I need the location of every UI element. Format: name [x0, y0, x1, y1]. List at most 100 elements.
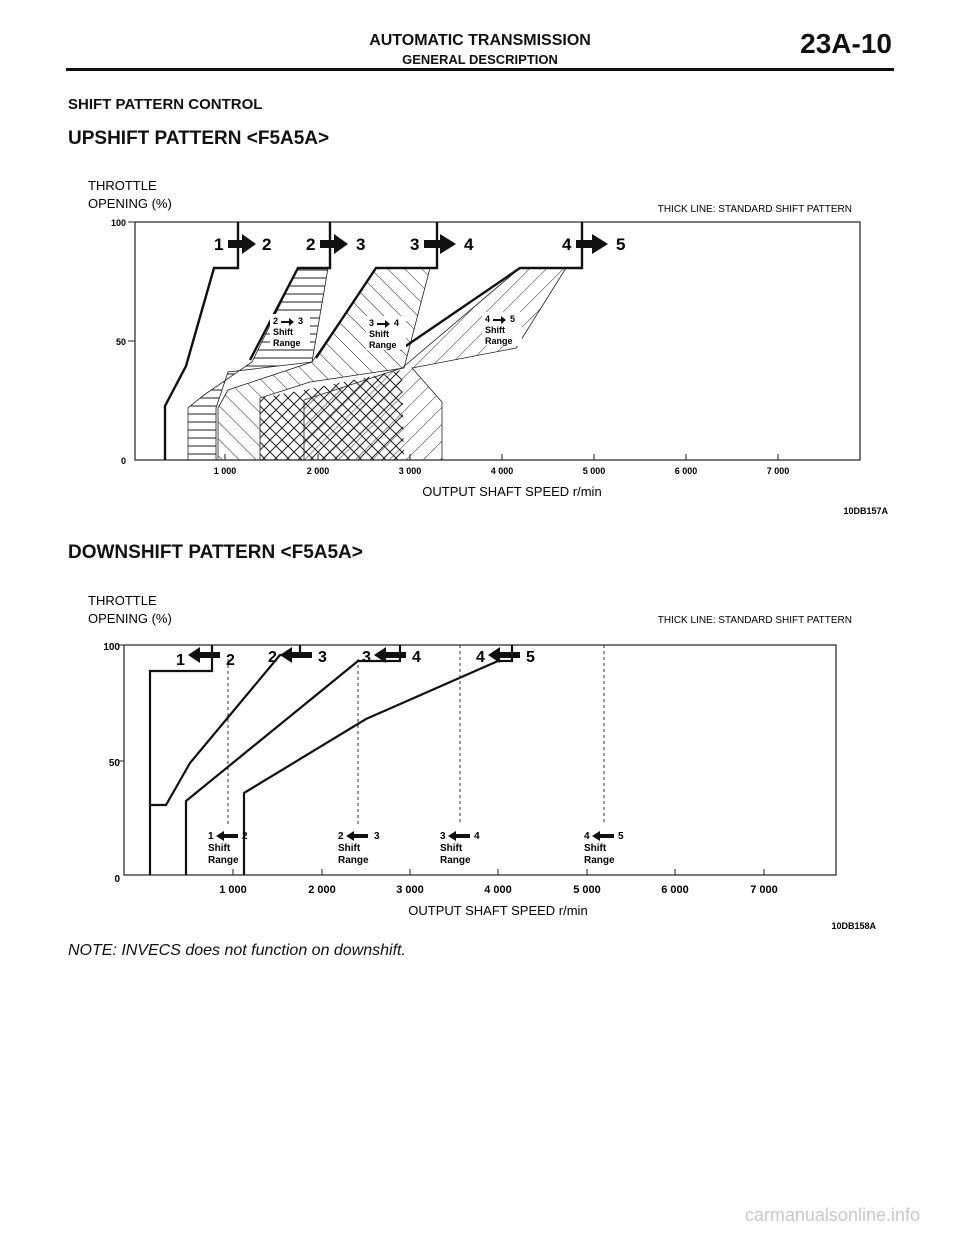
downshift-range-3-4-label: 3 4 Shift Range	[440, 831, 480, 866]
upshift-range-2-3-label: 2 3 Shift Range	[270, 314, 310, 348]
upshift-range-4-5-line2: Range	[485, 336, 513, 346]
downshift-ytick-50: 50	[109, 758, 121, 769]
upshift-range-4-5-line1: Shift	[485, 325, 505, 335]
downshift-range-3-4-from: 3	[440, 831, 446, 842]
upshift-overlap-area	[304, 370, 404, 460]
upshift-arrow-2-3	[320, 234, 348, 254]
downshift-range-2-3-from: 2	[338, 831, 344, 842]
downshift-shift-1-2: 1 2	[176, 647, 235, 669]
downshift-x-axis: 1 000 2 000 3 000 4 000 5 000 6 000 7 00…	[219, 869, 778, 896]
downshift-range-4-5-line2: Range	[584, 855, 615, 866]
downshift-range-4-5-line1: Shift	[584, 843, 607, 854]
downshift-ytick-100: 100	[103, 642, 120, 653]
downshift-xlabel: OUTPUT SHAFT SPEED r/min	[408, 903, 587, 918]
upshift-shift-4-5-to: 5	[616, 235, 625, 254]
upshift-range-4-5-from: 4	[485, 314, 490, 324]
downshift-ytick-0: 0	[114, 874, 120, 885]
upshift-range-2-3-from: 2	[273, 316, 278, 326]
upshift-range-3-4-line1: Shift	[369, 329, 389, 339]
upshift-ytick-0: 0	[121, 456, 126, 466]
upshift-xtick-3000: 3 000	[399, 466, 422, 476]
upshift-range-3-4-from: 3	[369, 318, 374, 328]
downshift-line-2-3	[150, 645, 302, 807]
downshift-legend: THICK LINE: STANDARD SHIFT PATTERN	[658, 615, 852, 626]
upshift-xtick-2000: 2 000	[307, 466, 330, 476]
downshift-shift-2-3-to: 3	[318, 649, 327, 666]
downshift-guides	[227, 645, 605, 825]
downshift-range-2-3-line2: Range	[338, 855, 369, 866]
downshift-range-3-4-to: 4	[474, 831, 480, 842]
upshift-shift-1-2-to: 2	[262, 235, 271, 254]
downshift-line-3-4	[184, 645, 402, 875]
upshift-overlap-area-2	[260, 390, 304, 460]
upshift-range-2-3-line1: Shift	[273, 327, 293, 337]
upshift-xlabel: OUTPUT SHAFT SPEED r/min	[422, 484, 601, 499]
upshift-shift-1-2: 1 2	[214, 234, 271, 254]
downshift-xtick-2000: 2 000	[308, 884, 336, 896]
downshift-xtick-3000: 3 000	[396, 884, 424, 896]
upshift-shift-3-4-from: 3	[410, 235, 419, 254]
upshift-figure-id: 10DB157A	[843, 506, 888, 516]
upshift-shift-4-5: 4 5	[562, 234, 625, 254]
upshift-range-arrow-3-4	[377, 320, 390, 328]
upshift-x-axis: 1 000 2 000 3 000 4 000 5 000 6 000 7 00…	[214, 454, 790, 476]
downshift-range-arrow-1-2	[216, 831, 238, 841]
watermark[interactable]: carmanualsonline.info	[744, 1205, 920, 1225]
downshift-shift-4-5-to: 5	[526, 649, 535, 666]
upshift-arrow-1-2	[228, 234, 256, 254]
downshift-shift-1-2-from: 1	[176, 652, 185, 669]
downshift-range-2-3-label: 2 3 Shift Range	[338, 831, 380, 866]
downshift-range-2-3-to: 3	[374, 831, 380, 842]
downshift-ylabel-1: THROTTLE	[88, 593, 157, 608]
downshift-xtick-4000: 4 000	[484, 884, 512, 896]
upshift-ytick-100: 100	[111, 218, 126, 228]
upshift-arrow-4-5	[576, 234, 608, 254]
upshift-range-arrow-4-5	[493, 316, 506, 324]
upshift-heading: UPSHIFT PATTERN <F5A5A>	[68, 128, 330, 149]
downshift-range-1-2-line2: Range	[208, 855, 239, 866]
downshift-xtick-1000: 1 000	[219, 884, 247, 896]
upshift-range-4-5-to: 5	[510, 314, 515, 324]
note: NOTE: INVECS does not function on downsh…	[68, 942, 406, 959]
downshift-range-arrow-2-3	[346, 831, 368, 841]
upshift-chart: THROTTLE OPENING (%) THICK LINE: STANDAR…	[88, 178, 888, 516]
document-title: AUTOMATIC TRANSMISSION	[369, 32, 591, 49]
downshift-arrow-1-2	[188, 647, 220, 663]
upshift-xtick-5000: 5 000	[583, 466, 606, 476]
upshift-range-3-4-line2: Range	[369, 340, 397, 350]
upshift-ylabel-2: OPENING (%)	[88, 196, 172, 211]
downshift-shift-4-5-from: 4	[476, 649, 485, 666]
downshift-shift-2-3: 2 3	[268, 647, 327, 666]
upshift-xtick-6000: 6 000	[675, 466, 698, 476]
downshift-xtick-7000: 7 000	[750, 884, 778, 896]
downshift-range-arrow-3-4	[448, 831, 470, 841]
downshift-range-1-2-line1: Shift	[208, 843, 231, 854]
downshift-arrow-2-3	[280, 647, 312, 663]
upshift-ylabel-1: THROTTLE	[88, 178, 157, 193]
downshift-shift-4-5: 4 5	[476, 647, 535, 666]
upshift-xtick-7000: 7 000	[767, 466, 790, 476]
downshift-shift-3-4: 3 4	[362, 647, 421, 666]
downshift-line-1-2	[148, 645, 214, 875]
downshift-heading: DOWNSHIFT PATTERN <F5A5A>	[68, 542, 363, 563]
downshift-arrow-4-5	[488, 647, 520, 663]
upshift-shift-4-5-from: 4	[562, 235, 572, 254]
downshift-shift-3-4-to: 4	[412, 649, 421, 666]
downshift-arrow-3-4	[374, 647, 406, 663]
header-rule	[66, 68, 894, 71]
downshift-figure-id: 10DB158A	[831, 921, 876, 931]
downshift-plot-frame	[123, 644, 837, 876]
upshift-legend: THICK LINE: STANDARD SHIFT PATTERN	[658, 204, 852, 215]
downshift-range-1-2-from: 1	[208, 831, 214, 842]
upshift-range-3-4-label: 3 4 Shift Range	[366, 316, 406, 350]
downshift-range-arrow-4-5	[592, 831, 614, 841]
downshift-range-4-5-from: 4	[584, 831, 590, 842]
downshift-shift-3-4-from: 3	[362, 649, 371, 666]
upshift-xtick-1000: 1 000	[214, 466, 237, 476]
upshift-arrow-3-4	[424, 234, 456, 254]
downshift-range-3-4-line1: Shift	[440, 843, 463, 854]
upshift-range-3-4-to: 4	[394, 318, 399, 328]
upshift-shift-2-3: 2 3	[306, 234, 365, 254]
upshift-range-2-3-line2: Range	[273, 338, 301, 348]
downshift-xtick-6000: 6 000	[661, 884, 689, 896]
